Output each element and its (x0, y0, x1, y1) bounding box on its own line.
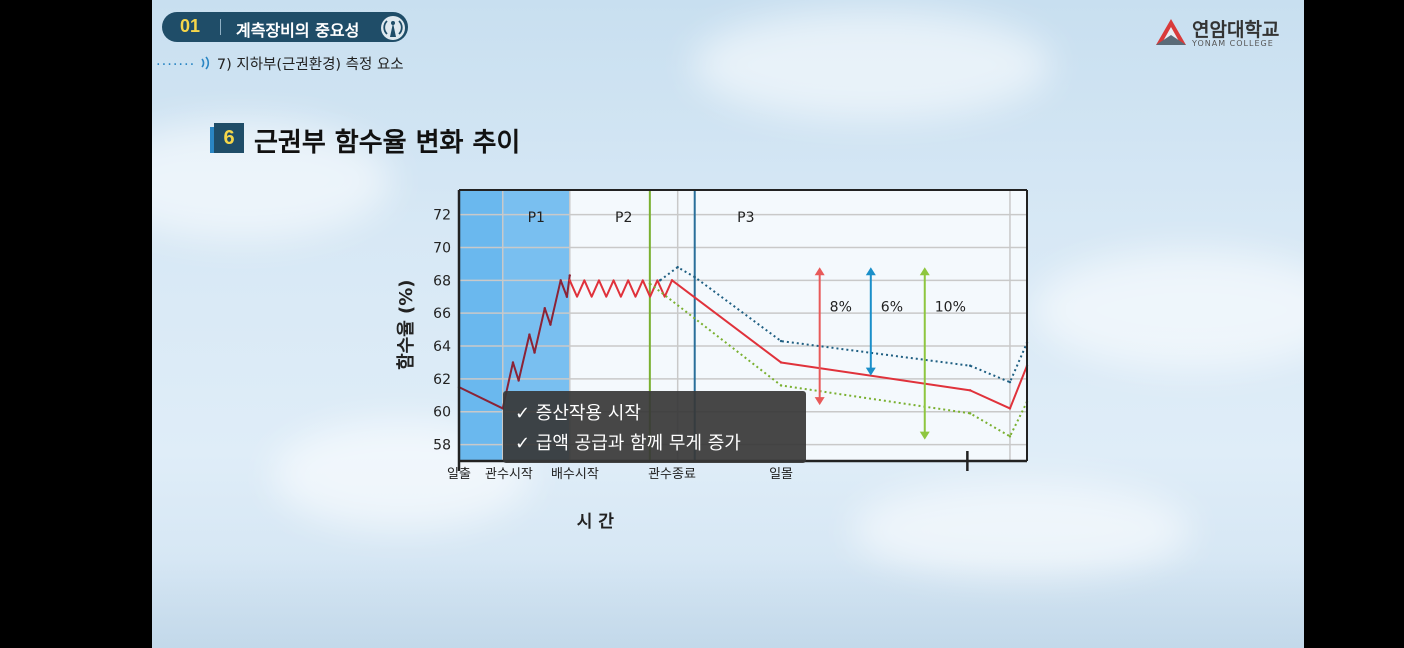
series-3-point (1008, 435, 1012, 438)
range-arrow-2-head-down (919, 431, 930, 440)
signal-wave-icon (201, 56, 209, 70)
y-tick-label: 60 (433, 405, 451, 421)
time-label-4: 일몰 (769, 467, 793, 482)
range-label-0: 8% (830, 300, 852, 316)
frost-decoration (152, 558, 1304, 648)
time-label-3: 관수종료 (648, 467, 696, 482)
series-2-point (658, 279, 662, 282)
range-arrow-0-head-up (814, 267, 825, 276)
time-label-2: 배수시작 (551, 467, 599, 482)
series-0-point (511, 361, 515, 364)
series-1-point (969, 389, 972, 392)
college-name: 연암대학교 (1192, 19, 1280, 41)
moisture-chart: P1 P2 P3 58 60 62 64 66 68 70 72 함수율 (%) 시 간 일출 관수시작 배수… (395, 189, 1029, 532)
series-0-point (528, 333, 531, 336)
subtitle-text: 7) 지하부(근권환경) 측정 요소 (216, 57, 404, 73)
y-tick-label: 72 (433, 208, 451, 224)
tooltip-line-1: ✓ 증산작용 시작 (515, 403, 641, 424)
badge-title: 계측장비의 중요성 (236, 21, 360, 40)
cloud-bg (152, 120, 392, 240)
series-0-point (543, 307, 546, 310)
cloud-bg (692, 10, 1052, 120)
section-badge: 01 계측장비의 중요성 (162, 12, 408, 42)
time-label-1: 관수시작 (485, 467, 533, 482)
signal-tower-icon (381, 16, 405, 40)
phase-label-1: P2 (615, 210, 632, 226)
range-arrow-2-head-up (919, 267, 930, 276)
y-tick-label: 66 (433, 306, 451, 322)
x-axis-label: 시 간 (577, 512, 615, 532)
time-label-0: 일출 (447, 467, 471, 482)
series-1-point (1008, 407, 1012, 410)
range-label-2: 10% (935, 300, 966, 316)
series-0-point (517, 379, 520, 382)
series-0-point (533, 351, 536, 354)
college-logo-icon (1156, 19, 1186, 45)
badge-divider (220, 19, 221, 35)
y-tick-label: 58 (433, 438, 451, 454)
series-3-point (648, 282, 652, 285)
irrigation-zone (459, 190, 503, 461)
y-tick-label: 62 (433, 372, 451, 388)
series-0-point (568, 274, 571, 277)
section-number: 6 (210, 123, 244, 153)
cloud-bg (852, 480, 1192, 580)
series-line-3 (649, 282, 1028, 438)
series-2-point (969, 364, 972, 367)
series-2-point (693, 275, 696, 279)
range-label-1: 6% (881, 300, 903, 316)
tooltip-line-2: ✓ 급액 공급과 함께 무게 증가 (515, 433, 741, 454)
section-title: 근권부 함수율 변화 추이 (254, 128, 521, 158)
badge-number: 01 (180, 16, 201, 36)
series-0-point (559, 279, 562, 282)
series-2-point (676, 265, 679, 269)
subtitle-dots: ······· (156, 57, 196, 73)
series-2-point (1008, 380, 1012, 384)
series-3-point (969, 412, 972, 415)
y-axis-label: 함수율 (%) (395, 279, 417, 369)
y-tick-label: 64 (433, 339, 451, 355)
series-1-point (779, 361, 783, 364)
series-0-point (549, 323, 552, 326)
range-arrow-1-head-up (865, 267, 876, 276)
y-tick-label: 68 (433, 273, 451, 289)
series-1-point (568, 279, 571, 282)
range-arrow-0-head-down (814, 397, 825, 406)
series-2-point (779, 339, 783, 343)
y-tick-label: 70 (433, 240, 451, 256)
college-name-english: YONAM COLLEGE (1192, 39, 1274, 48)
phase-label-0: P1 (528, 210, 545, 226)
phase-label-2: P3 (737, 210, 754, 226)
series-1-point (670, 279, 674, 282)
range-arrow-1-head-down (865, 367, 876, 376)
subtitle: ······· 7) 지하부(근권환경) 측정 요소 (156, 53, 404, 74)
series-0-point (565, 295, 569, 298)
tooltip-box: ✓ 증산작용 시작 ✓ 급액 공급과 함께 무게 증가 (503, 391, 806, 463)
slide: 01 계측장비의 중요성 ······· 7) 지하부(근권환경) 측정 요소 … (152, 0, 1304, 648)
series-3-point (779, 384, 783, 387)
cloud-bg (1032, 250, 1304, 370)
